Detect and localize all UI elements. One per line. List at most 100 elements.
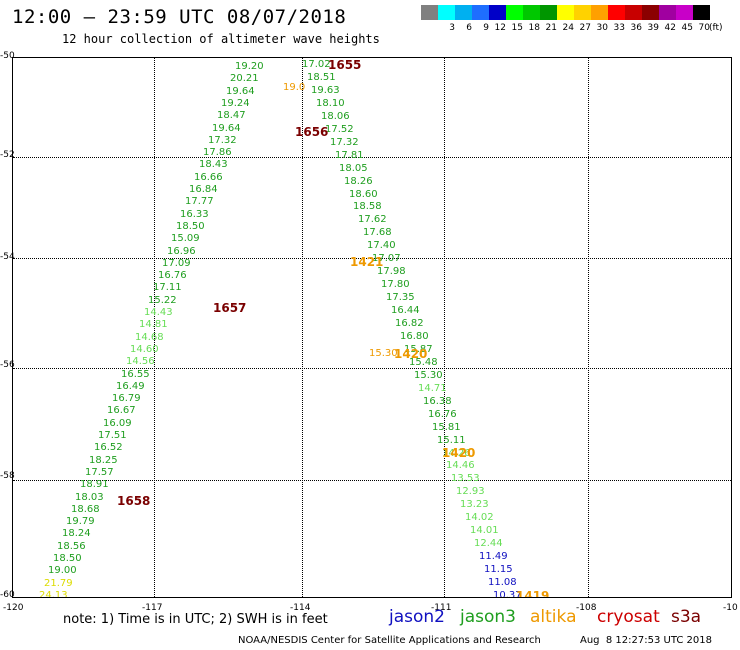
wave-height-observation: 18.26 [344, 176, 373, 187]
wave-height-observation: 10.37 [493, 590, 522, 598]
wave-height-observation: 15.30 [414, 370, 443, 381]
color-legend [421, 5, 710, 20]
wave-height-observation: 15.87 [404, 344, 433, 355]
wave-height-observation: 18.68 [71, 504, 100, 515]
wave-height-observation: 14.26 [442, 448, 471, 459]
latitude-label: -52 [0, 150, 15, 160]
legend-swatch [523, 5, 540, 20]
wave-height-observation: 24.13 [39, 590, 68, 598]
wave-height-observation: 17.98 [377, 266, 406, 277]
wave-height-observation: 21.79 [44, 578, 73, 589]
wave-height-observation: 17.77 [185, 196, 214, 207]
longitude-label: -108 [576, 603, 597, 613]
satellite-legend-item: jason3 [460, 607, 516, 627]
wave-height-observation: 16.67 [107, 405, 136, 416]
wave-height-observation: 11.15 [484, 564, 513, 575]
wave-height-observation: 18.43 [199, 159, 228, 170]
legend-swatch [557, 5, 574, 20]
legend-swatch-label: 18 [528, 23, 540, 33]
generated-timestamp: Aug 8 12:27:53 UTC 2018 [580, 635, 712, 646]
legend-swatch-label [421, 23, 438, 33]
wave-height-observation: 14.02 [465, 512, 494, 523]
legend-swatch [591, 5, 608, 20]
legend-swatch [693, 5, 710, 20]
wave-height-observation: 17.35 [386, 292, 415, 303]
color-legend-labels: 3 6 9 12 15 18 21 24 27 30 33 36 39 42 45 70 [421, 23, 710, 33]
wave-height-observation: 18.50 [176, 221, 205, 232]
wave-height-observation: 14.43 [144, 307, 173, 318]
credit-text: NOAA/NESDIS Center for Satellite Applica… [238, 635, 541, 646]
wave-height-observation: 16.55 [121, 369, 150, 380]
legend-swatch-label: 33 [613, 23, 625, 33]
footer-note: note: 1) Time is in UTC; 2) SWH is in fe… [63, 612, 328, 627]
latitude-gridline [13, 368, 731, 369]
wave-height-observation: 19.64 [212, 123, 241, 134]
longitude-label: -117 [142, 603, 163, 613]
wave-height-observation: 14.46 [446, 460, 475, 471]
wave-height-observation: 18.25 [89, 455, 118, 466]
latitude-gridline [13, 157, 731, 158]
wave-height-observation: 17.62 [358, 214, 387, 225]
latitude-label: -50 [0, 51, 15, 61]
wave-height-observation: 17.40 [367, 240, 396, 251]
wave-height-observation: 18.91 [80, 479, 109, 490]
wave-height-observation: 12.93 [456, 486, 485, 497]
legend-swatch-label: 27 [579, 23, 591, 33]
wave-height-observation: 16.38 [423, 396, 452, 407]
pass-time-label: 1419 [516, 589, 550, 598]
wave-height-observation: 16.66 [194, 172, 223, 183]
legend-swatch-label: 3 [449, 23, 455, 33]
wave-height-observation: 16.76 [158, 270, 187, 281]
wave-height-observation: 16.79 [112, 393, 141, 404]
satellite-legend-item: s3a [671, 607, 702, 627]
wave-height-observation: 16.82 [395, 318, 424, 329]
wave-height-observation: 19.20 [235, 61, 264, 72]
longitude-gridline [444, 58, 445, 597]
wave-height-observation: 17.80 [381, 279, 410, 290]
legend-swatch-label: 30 [596, 23, 608, 33]
wave-height-observation: 14.01 [470, 525, 499, 536]
legend-swatch [438, 5, 455, 20]
wave-height-observation: 17.32 [330, 137, 359, 148]
wave-height-observation: 18.58 [353, 201, 382, 212]
wave-height-observation: 19.79 [66, 516, 95, 527]
wave-height-observation: 19.64 [226, 86, 255, 97]
longitude-label: -10 [723, 603, 738, 613]
wave-height-observation: 17.86 [203, 147, 232, 158]
wave-height-observation: 19.24 [221, 98, 250, 109]
legend-swatch-label: 36 [630, 23, 642, 33]
wave-height-observation: 18.06 [321, 111, 350, 122]
wave-height-observation: 14.71 [418, 383, 447, 394]
longitude-label: -114 [290, 603, 311, 613]
wave-height-observation: 18.50 [53, 553, 82, 564]
wave-height-observation: 17.51 [98, 430, 127, 441]
latitude-label: -60 [0, 590, 15, 600]
map-subtitle: 12 hour collection of altimeter wave hei… [62, 32, 380, 46]
map-title: 12:00 – 23:59 UTC 08/07/2018 [12, 6, 347, 28]
wave-height-observation: 17.68 [363, 227, 392, 238]
wave-height-observation: 19.63 [311, 85, 340, 96]
legend-swatch-label: 42 [664, 23, 676, 33]
wave-height-observation: 17.32 [208, 135, 237, 146]
wave-height-observation: 13.23 [460, 499, 489, 510]
wave-height-observation: 16.96 [167, 246, 196, 257]
latitude-label: -56 [0, 360, 15, 370]
wave-height-observation: 17.02 [302, 59, 331, 70]
wave-height-observation: 15.09 [171, 233, 200, 244]
pass-time-label: 1657 [213, 301, 247, 315]
legend-swatch [472, 5, 489, 20]
latitude-gridline [13, 480, 731, 481]
wave-height-observation: 14.81 [139, 319, 168, 330]
pass-time-label: 1656 [295, 125, 329, 139]
legend-swatch [574, 5, 591, 20]
wave-height-observation: 17.52 [325, 124, 354, 135]
wave-height-observation: 18.24 [62, 528, 91, 539]
wave-height-observation: 13.53 [451, 473, 480, 484]
wave-height-observation: 16.80 [400, 331, 429, 342]
legend-swatch-label: 9 [483, 23, 489, 33]
wave-height-observation: 15.48 [409, 357, 438, 368]
wave-height-observation: 16.09 [103, 418, 132, 429]
wave-height-observation: 17.81 [335, 150, 364, 161]
wave-height-observation: 18.51 [307, 72, 336, 83]
longitude-gridline [154, 58, 155, 597]
